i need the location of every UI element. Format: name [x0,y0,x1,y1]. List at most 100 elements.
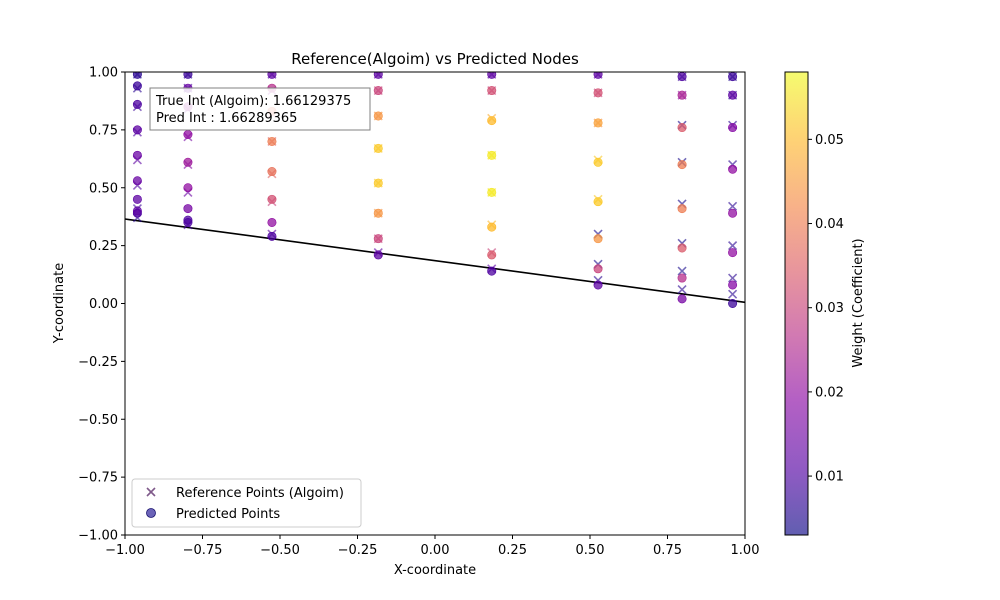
colorbar-label: Weight (Coefficient) [851,238,866,367]
annotation-true-int: True Int (Algoim): 1.66129375 [155,94,351,109]
predicted-point [728,164,738,174]
y-tick-label: 0.50 [89,181,118,196]
predicted-point [373,234,383,244]
predicted-point [267,72,277,79]
x-tick-label: 0.75 [653,543,682,558]
predicted-point [728,280,738,290]
annotation-box [149,87,371,131]
colorbar-tick-label: 0.04 [815,217,844,232]
predicted-point [728,123,738,133]
predicted-point [677,160,687,170]
predicted-point [677,90,687,100]
predicted-point [593,197,603,207]
y-tick-label: 0.75 [89,123,118,138]
legend-marker-reference [146,487,156,497]
legend: Reference Points (Algoim) Predicted Poin… [131,478,362,528]
predicted-point [132,99,142,109]
predicted-point [487,266,497,276]
reference-point [728,201,738,211]
x-tick-label: 0.25 [498,543,527,558]
predicted-point [267,231,277,241]
x-tick-label: −0.75 [183,543,223,558]
y-tick-label: 0.25 [89,239,118,254]
predicted-point [677,204,687,214]
plot-area [124,71,746,536]
predicted-point [132,81,142,91]
predicted-point [677,72,687,82]
predicted-point [677,243,687,253]
legend-marker-predicted [146,508,156,518]
predicted-point [132,194,142,204]
predicted-point [267,167,277,177]
predicted-point [373,178,383,188]
predicted-point [373,86,383,96]
predicted-point [677,273,687,283]
predicted-point [677,294,687,304]
reference-point [728,241,738,251]
chart-title: Reference(Algoim) vs Predicted Nodes [291,50,579,68]
colorbar-tick-label: 0.03 [815,301,844,316]
predicted-point [593,72,603,79]
colorbar-gradient [784,71,809,536]
legend-box [131,478,362,528]
predicted-point [267,136,277,146]
y-tick-label: −1.00 [78,529,118,544]
predicted-point [183,215,193,225]
predicted-point [132,150,142,160]
y-axis-label: Y-coordinate [52,263,67,344]
predicted-point [183,204,193,214]
predicted-points-series [132,72,738,308]
y-tick-label: −0.75 [78,471,118,486]
reference-point [728,273,738,283]
predicted-point [593,234,603,244]
predicted-point [183,72,193,79]
predicted-point [487,250,497,260]
predicted-point [487,150,497,160]
x-tick-label: −1.00 [105,543,145,558]
reference-point [677,266,687,276]
predicted-point [132,72,142,79]
predicted-point [728,72,738,82]
predicted-point [183,157,193,167]
y-tick-label: −0.25 [78,355,118,370]
x-tick-label: 0.00 [421,543,450,558]
predicted-point [373,250,383,260]
predicted-point [593,88,603,98]
predicted-point [593,264,603,274]
predicted-point [593,280,603,290]
colorbar-ticks: 0.01 0.02 0.03 0.04 0.05 [808,133,844,485]
colorbar: 0.01 0.02 0.03 0.04 0.05 Weight (Coefficient… [784,71,866,536]
y-axis-ticks: −1.00 −0.75 −0.50 −0.25 0.00 0.25 0.50 0.75 1.00 [78,66,125,544]
predicted-point [183,183,193,193]
predicted-point [593,118,603,128]
reference-point [728,289,738,299]
predicted-point [487,86,497,96]
predicted-point [487,222,497,232]
predicted-point [373,143,383,153]
predicted-point [487,72,497,79]
legend-label-predicted: Predicted Points [176,507,280,522]
colorbar-tick-label: 0.02 [815,385,844,400]
predicted-point [593,157,603,167]
predicted-point [183,130,193,140]
predicted-point [132,125,142,135]
annotation-pred-int: Pred Int : 1.66289365 [156,111,297,126]
predicted-point [728,248,738,258]
predicted-point [373,111,383,121]
predicted-point [677,123,687,133]
predicted-point [487,187,497,197]
predicted-point [728,298,738,308]
x-axis-ticks: −1.00 −0.75 −0.50 −0.25 0.00 0.25 0.50 0.75 1.00 [105,535,759,558]
boundary-line [125,218,745,304]
y-tick-label: 0.00 [89,297,118,312]
predicted-point [267,217,277,227]
predicted-point [132,206,142,216]
y-tick-label: 1.00 [89,66,118,81]
predicted-point [373,208,383,218]
x-tick-label: 1.00 [731,543,760,558]
x-axis-label: X-coordinate [394,563,476,578]
predicted-point [728,90,738,100]
x-tick-label: −0.25 [338,543,378,558]
colorbar-tick-label: 0.05 [815,133,844,148]
